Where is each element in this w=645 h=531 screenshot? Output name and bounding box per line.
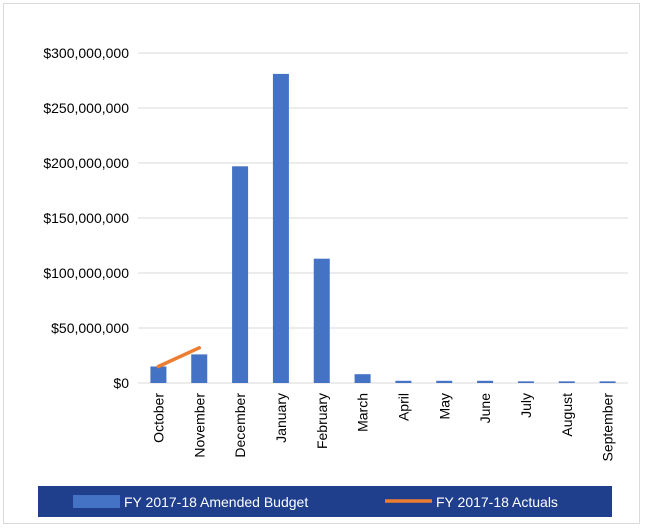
y-tick-label: $100,000,000 [43,265,129,281]
bar-january [272,73,289,384]
x-tick-label: May [436,393,452,419]
legend: FY 2017-18 Amended Budget FY 2017-18 Act… [38,486,612,517]
y-tick-label: $0 [113,375,129,391]
x-axis-tick-labels: October November December January February Ma… [150,393,615,462]
budget-bars [150,73,616,384]
legend-label-actuals: FY 2017-18 Actuals [436,494,558,510]
actuals-series-line [156,346,201,369]
y-tick-label: $200,000,000 [43,155,129,171]
x-tick-label: February [314,393,330,449]
legend-background [38,486,612,517]
x-tick-label: December [232,393,248,458]
bar-september [599,381,616,383]
actuals-line [156,346,201,369]
bar-april [395,380,412,383]
legend-label-budget: FY 2017-18 Amended Budget [124,494,308,510]
y-tick-label: $50,000,000 [51,320,129,336]
bar-october [150,366,167,383]
bar-march [354,374,371,383]
x-tick-label: July [518,393,534,418]
bar-august [558,381,575,383]
x-tick-label: June [477,393,493,424]
bar-july [517,381,534,383]
x-tick-label: March [355,393,371,432]
x-tick-label: September [600,393,616,462]
x-tick-label: August [559,393,575,437]
bar-december [232,166,249,383]
y-tick-label: $300,000,000 [43,45,129,61]
legend-swatch-budget [73,495,120,508]
x-tick-label: October [150,393,166,443]
bar-november [191,354,208,383]
y-axis-tick-labels: $0 $50,000,000 $100,000,000 $150,000,000 $20… [43,45,129,391]
bar-june [477,380,494,383]
y-tick-label: $250,000,000 [43,100,129,116]
gridlines [138,52,628,384]
bar-february [313,258,330,383]
x-tick-label: April [395,393,411,421]
y-tick-label: $150,000,000 [43,210,129,226]
bar-may [436,380,453,383]
x-tick-label: November [191,393,207,458]
x-tick-label: January [273,393,289,443]
